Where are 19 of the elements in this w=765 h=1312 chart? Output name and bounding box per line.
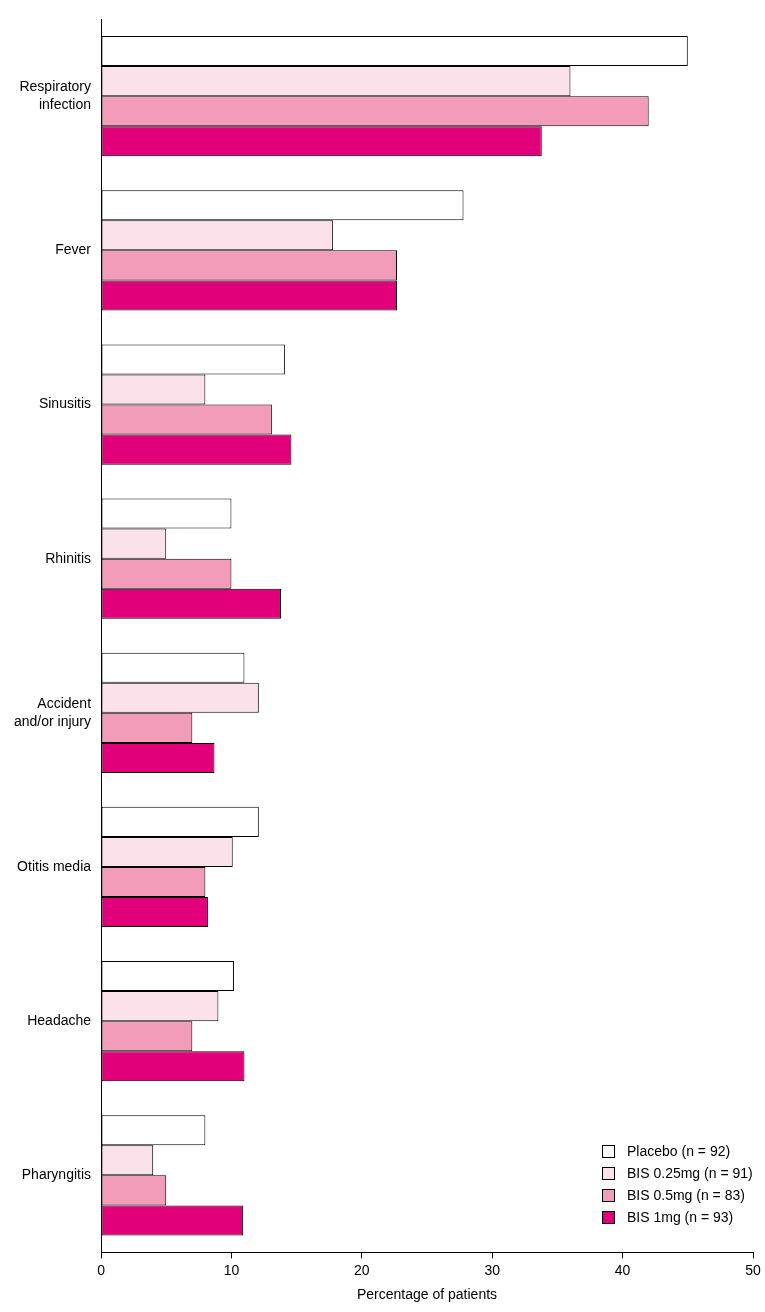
x-axis-title: Percentage of patients xyxy=(356,1286,498,1303)
legend-label: BIS 1mg (n = 93) xyxy=(627,1209,734,1226)
y-tick-label: Accident and/or injury xyxy=(13,694,92,729)
y-tick-label: Headache xyxy=(27,1012,92,1029)
x-tick-label: 0 xyxy=(97,1261,106,1278)
y-tick-label: Fever xyxy=(55,241,92,258)
y-tick-label: Sinusitis xyxy=(38,395,92,412)
legend-label: BIS 0.25mg (n = 91) xyxy=(627,1165,753,1182)
legend-label: BIS 0.5mg (n = 83) xyxy=(627,1187,745,1204)
text: Placebo (n = 92) xyxy=(627,1143,731,1160)
x-tick-label: 40 xyxy=(614,1261,631,1278)
x-tick-label: 20 xyxy=(354,1261,370,1278)
y-tick-label: Rhinitis xyxy=(45,549,92,566)
x-tick-label: 50 xyxy=(745,1261,761,1278)
y-tick-label: Otitis media xyxy=(17,857,92,874)
y-tick-label: Respiratory infection xyxy=(19,77,92,113)
x-tick-label: 10 xyxy=(223,1261,240,1278)
y-tick-label: Pharyngitis xyxy=(21,1166,92,1183)
x-tick-label: 30 xyxy=(484,1261,501,1278)
